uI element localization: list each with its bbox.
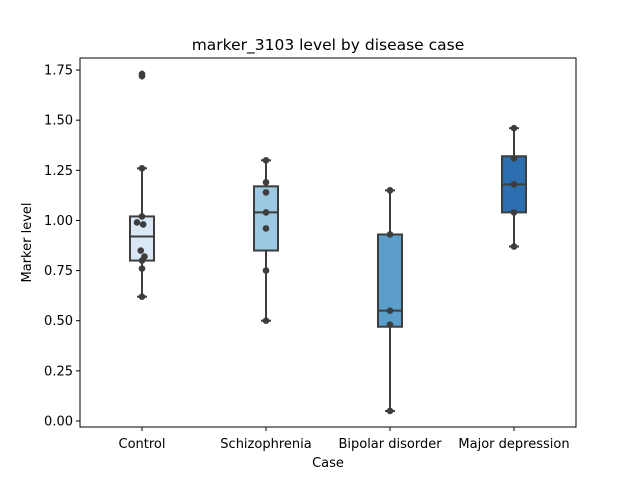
chart-title: marker_3103 level by disease case bbox=[192, 36, 465, 55]
data-point bbox=[510, 181, 518, 188]
y-tick-label: 0.75 bbox=[44, 264, 73, 279]
y-tick-label: 1.50 bbox=[44, 114, 73, 129]
y-tick-label: 0.50 bbox=[44, 314, 73, 329]
strip-points bbox=[133, 70, 148, 300]
y-tick-label: 1.75 bbox=[44, 64, 73, 79]
data-point bbox=[262, 156, 270, 164]
data-point bbox=[510, 243, 518, 250]
box-iqr bbox=[253, 185, 279, 252]
data-point bbox=[386, 187, 394, 194]
x-tick-label: Control bbox=[119, 437, 166, 452]
data-point bbox=[138, 293, 146, 300]
data-point bbox=[262, 209, 270, 216]
strip-points bbox=[386, 187, 394, 415]
data-point bbox=[138, 164, 146, 172]
data-point bbox=[138, 70, 146, 78]
data-point bbox=[139, 221, 147, 228]
data-point bbox=[510, 154, 518, 162]
data-point bbox=[262, 179, 270, 186]
y-axis-label: Marker level bbox=[20, 203, 35, 283]
data-point bbox=[386, 407, 394, 415]
x-tick-label: Major depression bbox=[458, 437, 569, 452]
data-point bbox=[138, 213, 146, 220]
y-tick-label: 1.25 bbox=[44, 164, 73, 179]
data-point bbox=[510, 124, 518, 132]
plot-area bbox=[129, 70, 527, 415]
x-tick-label: Schizophrenia bbox=[220, 437, 311, 452]
data-point bbox=[138, 265, 146, 272]
data-point bbox=[386, 307, 394, 314]
strip-points bbox=[510, 124, 518, 250]
data-point bbox=[262, 267, 270, 274]
data-point bbox=[386, 321, 394, 329]
y-tick-label: 0.25 bbox=[44, 364, 73, 379]
x-tick-label: Bipolar disorder bbox=[338, 437, 442, 452]
y-axis-ticks: 0.00 0.25 0.50 0.75 1.00 1.25 1.50 1.75 bbox=[44, 64, 80, 429]
axes-frame bbox=[79, 57, 577, 428]
y-tick-label: 0.00 bbox=[44, 414, 73, 429]
data-point bbox=[510, 209, 518, 216]
data-point bbox=[262, 189, 270, 196]
y-tick-label: 1.00 bbox=[44, 214, 73, 229]
data-point bbox=[137, 247, 145, 254]
data-point bbox=[386, 231, 394, 238]
data-point bbox=[262, 225, 270, 232]
data-point bbox=[141, 253, 148, 260]
box-group bbox=[253, 159, 279, 322]
data-point bbox=[262, 317, 270, 325]
x-axis-label: Case bbox=[312, 456, 344, 471]
strip-points bbox=[262, 156, 270, 325]
x-axis-ticks: Control Schizophrenia Bipolar disorder Majo… bbox=[119, 427, 570, 452]
box-group bbox=[377, 189, 403, 412]
data-point bbox=[133, 219, 141, 226]
